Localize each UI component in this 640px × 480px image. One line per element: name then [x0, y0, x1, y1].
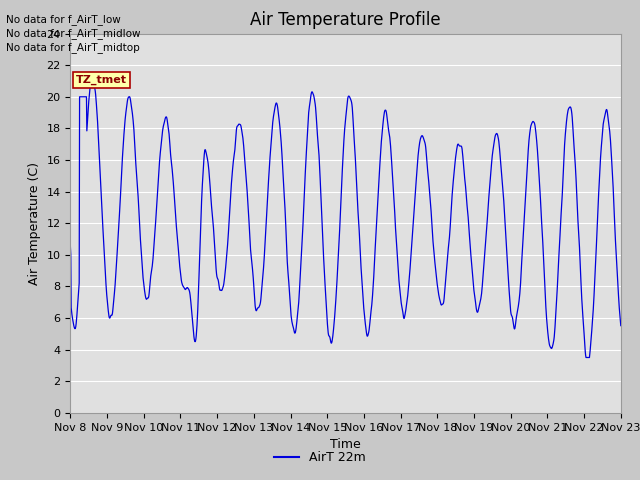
Text: No data for f_AirT_low: No data for f_AirT_low: [6, 13, 121, 24]
Y-axis label: Air Temperature (C): Air Temperature (C): [28, 162, 41, 285]
X-axis label: Time: Time: [330, 438, 361, 451]
Title: Air Temperature Profile: Air Temperature Profile: [250, 11, 441, 29]
Legend: AirT 22m: AirT 22m: [269, 446, 371, 469]
Text: No data for f_AirT_midtop: No data for f_AirT_midtop: [6, 42, 140, 53]
Text: TZ_tmet: TZ_tmet: [76, 75, 127, 85]
Text: No data for f_AirT_midlow: No data for f_AirT_midlow: [6, 28, 141, 39]
